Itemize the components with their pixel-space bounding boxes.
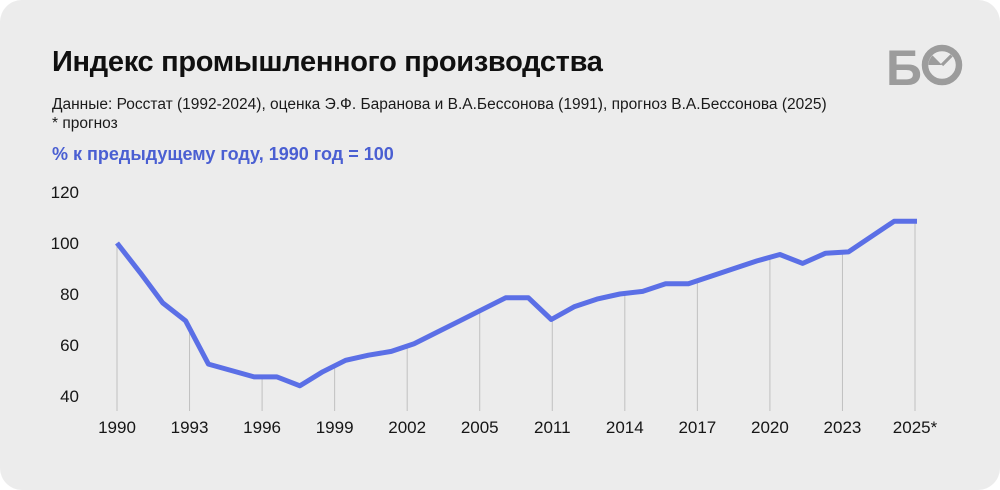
page-title: Индекс промышленного производства xyxy=(52,46,603,78)
x-axis-label: 2017 xyxy=(678,418,716,437)
source-line: Данные: Росстат (1992-2024), оценка Э.Ф.… xyxy=(52,96,827,113)
index-line xyxy=(115,218,917,389)
clock-icon xyxy=(921,44,963,86)
x-axis-label: 2020 xyxy=(751,418,789,437)
y-axis-label: 60 xyxy=(60,336,79,355)
x-axis-label: 2005 xyxy=(461,418,499,437)
x-axis-label: 2014 xyxy=(606,418,644,437)
axis-unit-note: % к предыдущему году, 1990 год = 100 xyxy=(52,144,394,164)
y-axis-label: 40 xyxy=(60,387,79,406)
logo-letter: Б xyxy=(886,40,922,92)
logo: Б xyxy=(886,40,963,92)
x-axis-label: 1996 xyxy=(243,418,281,437)
y-axis-label: 120 xyxy=(51,183,79,202)
forecast-footnote: * прогноз xyxy=(52,115,118,132)
x-axis-label: 2025* xyxy=(893,418,938,437)
x-axis-label: 2002 xyxy=(388,418,426,437)
x-axis-label: 2011 xyxy=(534,418,571,437)
source-note: Данные: Росстат (1992-2024), оценка Э.Ф.… xyxy=(52,95,827,133)
y-axis-label: 100 xyxy=(51,234,79,253)
y-axis-label: 80 xyxy=(60,285,79,304)
x-axis-label: 2023 xyxy=(824,418,862,437)
x-axis-label: 1993 xyxy=(171,418,209,437)
x-axis-label: 1999 xyxy=(316,418,354,437)
x-axis-label: 1990 xyxy=(98,418,136,437)
